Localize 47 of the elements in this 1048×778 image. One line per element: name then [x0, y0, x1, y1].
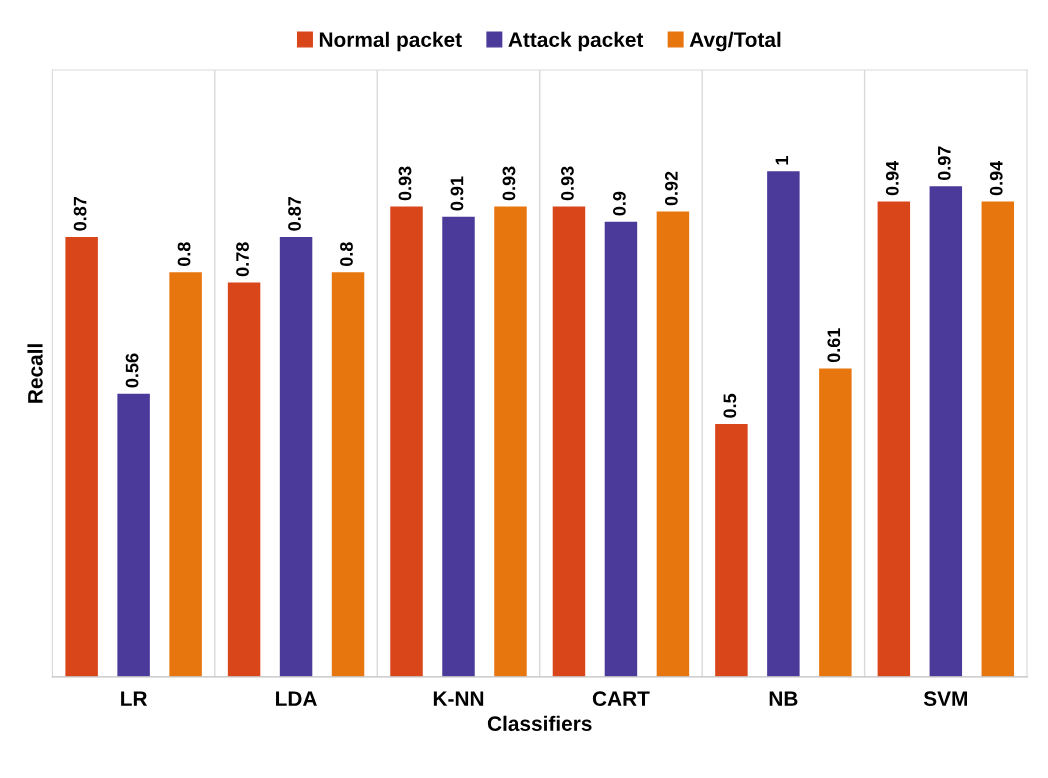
legend-label: Avg/Total [689, 31, 781, 52]
data-label: 0.5 [723, 393, 737, 418]
data-label: 0.87 [288, 197, 301, 231]
legend-label: Normal packet [319, 31, 462, 52]
x-axis-title: Classifiers [487, 715, 592, 732]
data-label: 0.56 [125, 353, 139, 388]
bar [715, 424, 748, 677]
data-label: 0.9 [613, 191, 626, 216]
data-label: 0.61 [827, 328, 841, 363]
x-tick-label: LDA [276, 691, 317, 706]
data-label: 0.93 [561, 166, 574, 201]
data-label: 0.94 [885, 160, 899, 196]
legend-label: Attack packet [508, 31, 644, 52]
bar [877, 201, 911, 677]
data-label: 0.87 [73, 197, 87, 231]
data-label: 0.8 [340, 242, 353, 267]
bar [331, 272, 365, 677]
y-axis-title: Recall [27, 344, 43, 403]
data-label: 0.78 [236, 242, 249, 277]
data-label: 1 [775, 156, 789, 165]
data-label: 0.92 [664, 171, 678, 206]
bar [819, 368, 852, 677]
x-tick-label: LR [121, 691, 148, 706]
bar [117, 393, 150, 677]
bar [494, 206, 527, 677]
x-tick-label: SVM [923, 691, 967, 707]
data-label: 0.97 [937, 146, 951, 181]
bar [442, 216, 475, 677]
x-tick-label: CART [592, 691, 650, 707]
bar [656, 211, 690, 677]
x-tick-label: K-NN [433, 691, 484, 706]
data-label: 0.93 [502, 166, 516, 201]
data-label: 0.8 [177, 242, 191, 267]
bar [65, 236, 98, 677]
data-label: 0.94 [989, 160, 1003, 196]
x-tick-label: NB [769, 691, 798, 706]
bar [390, 206, 423, 677]
bar [767, 171, 800, 677]
bar [169, 272, 202, 677]
bar [604, 221, 638, 677]
bar [227, 282, 261, 677]
data-label: 0.93 [398, 166, 412, 201]
bar [929, 186, 963, 677]
data-label: 0.91 [450, 176, 464, 211]
bar [279, 236, 313, 677]
bar [552, 206, 586, 677]
bar [981, 201, 1015, 677]
